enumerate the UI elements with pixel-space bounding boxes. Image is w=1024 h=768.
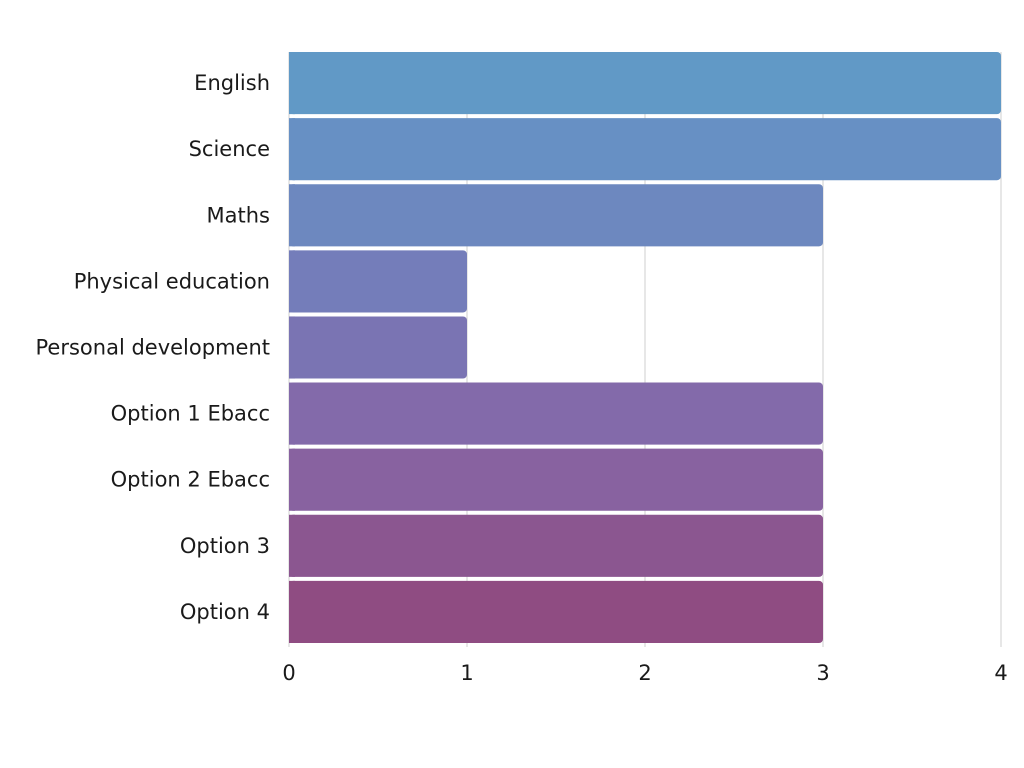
category-label: Physical education <box>74 269 270 293</box>
bar-physical-education <box>289 250 467 313</box>
category-label: Option 3 <box>180 534 270 558</box>
bar-left-edge <box>289 316 295 379</box>
bar-left-edge <box>289 514 295 577</box>
bar-left-edge <box>289 250 295 313</box>
bar-left-edge <box>289 52 295 115</box>
bar-english <box>289 52 1001 115</box>
bar-option-2-ebacc <box>289 448 823 511</box>
x-axis-tick-labels: 0 1 2 3 4 <box>282 661 1007 685</box>
bar-left-edge <box>289 118 295 181</box>
bar-option-1-ebacc <box>289 382 823 445</box>
bar-maths <box>289 184 823 247</box>
category-label: Option 4 <box>180 600 270 624</box>
x-tick-label: 0 <box>282 661 295 685</box>
x-tick-label: 2 <box>638 661 651 685</box>
x-tick-label: 4 <box>994 661 1007 685</box>
category-label: Option 1 Ebacc <box>111 402 270 426</box>
x-tick-label: 1 <box>460 661 473 685</box>
bar-left-edge <box>289 580 295 643</box>
bars <box>289 52 1001 643</box>
bar-option-3 <box>289 514 823 577</box>
category-label: Option 2 Ebacc <box>111 468 270 492</box>
bar-left-edge <box>289 382 295 445</box>
category-label: English <box>194 71 270 95</box>
x-tick-label: 3 <box>816 661 829 685</box>
category-label: Science <box>189 137 270 161</box>
bar-option-4 <box>289 580 823 643</box>
bar-science <box>289 118 1001 181</box>
category-label: Personal development <box>36 336 270 360</box>
category-label: Maths <box>207 203 270 227</box>
bar-left-edge <box>289 448 295 511</box>
bar-personal-development <box>289 316 467 379</box>
bar-left-edge <box>289 184 295 247</box>
category-labels: English Science Maths Physical education Per… <box>36 71 270 624</box>
